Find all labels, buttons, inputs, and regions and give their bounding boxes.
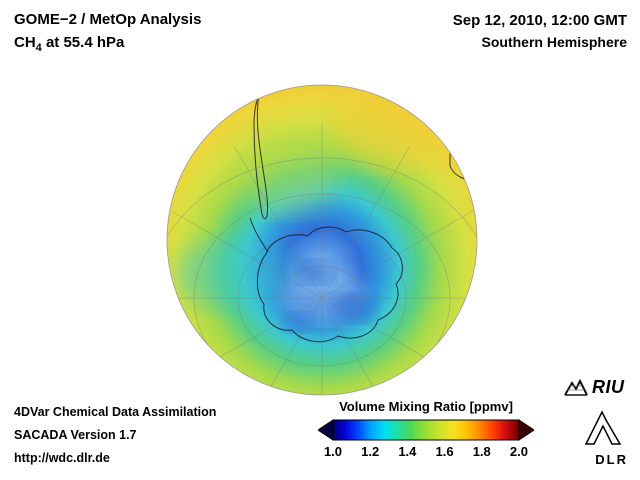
globe-svg [166,84,478,396]
colorbar-gradient [332,419,520,441]
colorbar-tick-label: 1.4 [398,444,417,459]
datetime-block: Sep 12, 2010, 12:00 GMT Southern Hemisph… [453,9,627,54]
mixing-ratio-field [167,85,477,395]
plot-title-block: GOME−2 / MetOp Analysis CH4 at 55.4 hPa [14,9,201,56]
colorbar-title: Volume Mixing Ratio [ppmv] [339,399,513,414]
globe-map [166,84,478,396]
dlr-logo: DLR [578,408,628,467]
riu-logo-text: RIU [592,377,625,397]
colorbar-right-arrow-icon [518,419,535,441]
colorbar-tick-label: 1.0 [323,444,343,459]
graticule [167,123,477,395]
colorbar-tick-label: 1.6 [435,444,454,459]
colorbar-tick-row: 1.0 1.2 1.4 1.6 1.8 2.0 [318,444,534,459]
colorbar-tick-label: 2.0 [509,444,528,459]
species-level-label: CH4 at 55.4 hPa [14,33,125,54]
colorbar [317,419,535,441]
colorbar-tick-label: 1.8 [472,444,491,459]
credits-block: 4DVar Chemical Data Assimilation SACADA … [14,401,216,470]
hemisphere-label: Southern Hemisphere [481,34,627,51]
colorbar-svg [317,419,535,441]
dlr-emblem-icon [584,410,622,445]
credit-line-url: http://wdc.dlr.de [14,451,110,465]
dlr-logo-text: DLR [595,452,628,467]
credit-line-version: SACADA Version 1.7 [14,428,137,442]
colorbar-left-arrow-icon [317,419,334,441]
riu-logo: RIU [564,377,625,398]
credit-line-assimilation: 4DVar Chemical Data Assimilation [14,405,217,419]
datetime-label: Sep 12, 2010, 12:00 GMT [452,12,627,29]
riu-mountain-icon [564,378,588,396]
plot-title: GOME−2 / MetOp Analysis [14,11,202,28]
globe-rim [166,84,478,396]
colorbar-tick-label: 1.2 [361,444,380,459]
